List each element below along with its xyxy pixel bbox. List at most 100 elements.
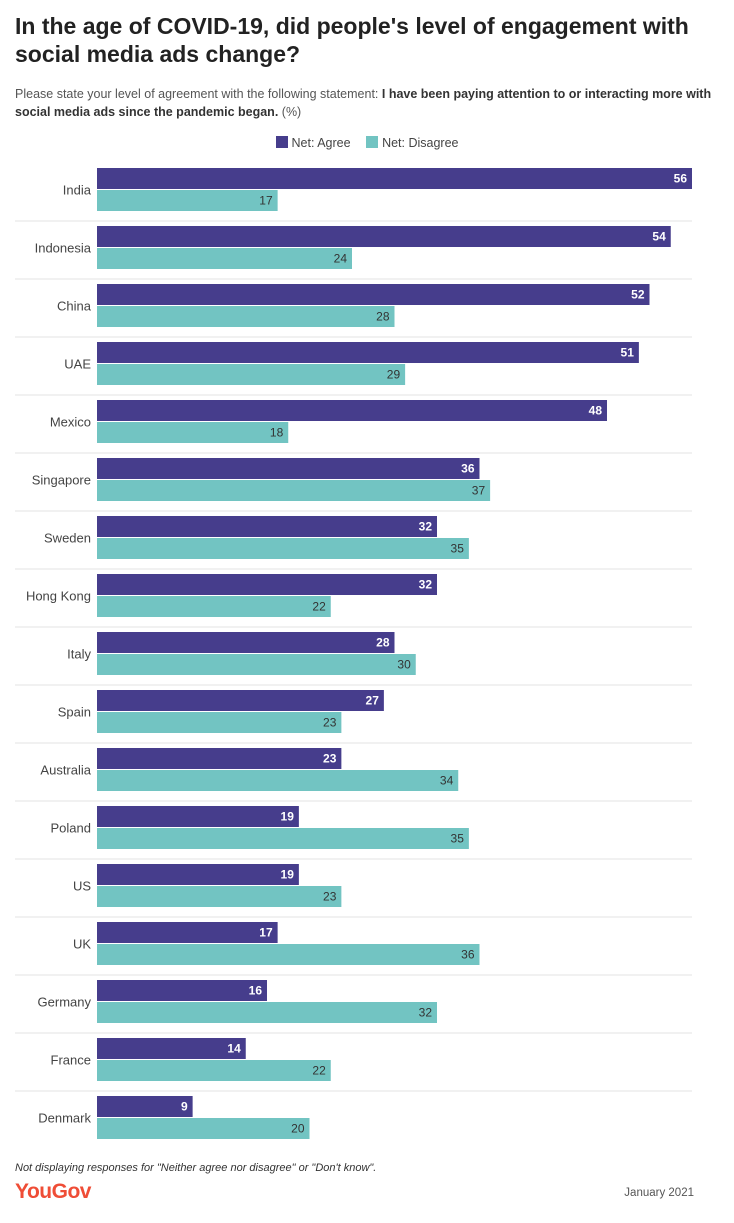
legend-swatch-agree	[275, 136, 288, 148]
subtitle-unit: (%)	[281, 105, 302, 119]
category-label-france: France	[51, 1052, 91, 1067]
bar-agree-hong-kong	[97, 574, 437, 595]
bar-disagree-australia	[97, 770, 459, 791]
value-label-disagree-hong-kong: 22	[312, 600, 326, 614]
bar-agree-spain	[97, 690, 384, 711]
value-label-disagree-indonesia: 24	[334, 252, 348, 266]
footnote: Not displaying responses for "Neither ag…	[15, 1162, 377, 1174]
value-label-agree-australia: 23	[323, 752, 337, 766]
value-label-agree-spain: 27	[366, 694, 380, 708]
bar-disagree-france	[97, 1060, 331, 1081]
bar-disagree-uk	[97, 944, 480, 965]
value-label-disagree-poland: 35	[451, 832, 465, 846]
value-label-agree-uk: 17	[259, 926, 273, 940]
category-label-uae: UAE	[64, 356, 91, 371]
category-label-germany: Germany	[38, 994, 92, 1009]
subtitle-prefix: Please state your level of agreement wit…	[15, 87, 379, 101]
bar-agree-poland	[97, 806, 299, 827]
value-label-disagree-china: 28	[376, 310, 390, 324]
bar-agree-mexico	[97, 400, 607, 421]
bar-agree-us	[97, 864, 299, 885]
publish-date: January 2021	[624, 1187, 694, 1199]
bar-agree-sweden	[97, 516, 437, 537]
bar-disagree-indonesia	[97, 248, 352, 269]
bar-agree-australia	[97, 748, 342, 769]
value-label-disagree-india: 17	[259, 194, 273, 208]
category-label-indonesia: Indonesia	[35, 240, 92, 255]
legend-item-disagree: Net: Disagree	[366, 136, 459, 150]
value-label-disagree-denmark: 20	[291, 1122, 305, 1136]
value-label-agree-indonesia: 54	[652, 230, 666, 244]
legend-item-agree: Net: Agree	[275, 136, 351, 150]
value-label-disagree-spain: 23	[323, 716, 337, 730]
legend-label-agree: Net: Agree	[291, 136, 351, 150]
bar-disagree-singapore	[97, 480, 491, 501]
category-label-poland: Poland	[51, 820, 91, 835]
value-label-disagree-sweden: 35	[451, 542, 465, 556]
bar-agree-uk	[97, 922, 278, 943]
value-label-agree-mexico: 48	[589, 404, 603, 418]
value-label-disagree-france: 22	[312, 1064, 326, 1078]
bar-disagree-china	[97, 306, 395, 327]
category-label-australia: Australia	[40, 762, 91, 777]
value-label-agree-germany: 16	[249, 984, 263, 998]
value-label-disagree-us: 23	[323, 890, 337, 904]
bar-agree-china	[97, 284, 650, 305]
bar-disagree-uae	[97, 364, 406, 385]
bar-disagree-spain	[97, 712, 342, 733]
category-label-italy: Italy	[67, 646, 91, 661]
bar-agree-denmark	[97, 1096, 193, 1117]
bar-disagree-denmark	[97, 1118, 310, 1139]
legend-label-disagree: Net: Disagree	[382, 136, 459, 150]
bar-disagree-italy	[97, 654, 416, 675]
bar-agree-india	[97, 168, 692, 189]
value-label-disagree-uae: 29	[387, 368, 401, 382]
bar-agree-singapore	[97, 458, 480, 479]
bar-agree-uae	[97, 342, 639, 363]
value-label-agree-india: 56	[674, 172, 688, 186]
bar-disagree-mexico	[97, 422, 289, 443]
value-label-disagree-singapore: 37	[472, 484, 486, 498]
category-label-us: US	[73, 878, 91, 893]
value-label-disagree-germany: 32	[419, 1006, 433, 1020]
category-label-hong-kong: Hong Kong	[26, 588, 91, 603]
bar-disagree-india	[97, 190, 278, 211]
subtitle-statement: I have been paying attention to or inter…	[15, 87, 712, 119]
bar-disagree-hong-kong	[97, 596, 331, 617]
category-label-denmark: Denmark	[38, 1110, 91, 1125]
category-label-mexico: Mexico	[50, 414, 91, 429]
category-label-uk: UK	[73, 936, 91, 951]
category-label-sweden: Sweden	[44, 530, 91, 545]
value-label-agree-hong-kong: 32	[419, 578, 433, 592]
value-label-agree-poland: 19	[281, 810, 295, 824]
value-label-agree-sweden: 32	[419, 520, 433, 534]
bar-disagree-germany	[97, 1002, 437, 1023]
bar-agree-germany	[97, 980, 267, 1001]
bar-disagree-sweden	[97, 538, 469, 559]
value-label-disagree-mexico: 18	[270, 426, 284, 440]
bar-chart: India 56 17 Indonesia 54 24 China 52 28 UAE 51 29 Me…	[15, 168, 692, 1139]
value-label-agree-singapore: 36	[461, 462, 475, 476]
value-label-agree-denmark: 9	[181, 1100, 188, 1114]
category-label-china: China	[57, 298, 92, 313]
value-label-agree-italy: 28	[376, 636, 390, 650]
bar-agree-italy	[97, 632, 395, 653]
chart-title: In the age of COVID-19, did people's lev…	[15, 13, 689, 67]
value-label-disagree-italy: 30	[397, 658, 411, 672]
bar-disagree-poland	[97, 828, 469, 849]
value-label-disagree-uk: 36	[461, 948, 475, 962]
legend: Net: Agree Net: Disagree	[0, 136, 734, 150]
value-label-agree-uae: 51	[621, 346, 635, 360]
bar-agree-indonesia	[97, 226, 671, 247]
value-label-agree-us: 19	[281, 868, 295, 882]
chart-subtitle: Please state your level of agreement wit…	[15, 85, 715, 121]
value-label-agree-china: 52	[631, 288, 645, 302]
category-label-india: India	[63, 182, 92, 197]
yougov-logo: YouGov	[15, 1180, 91, 1203]
value-label-disagree-australia: 34	[440, 774, 454, 788]
category-label-spain: Spain	[58, 704, 91, 719]
category-label-singapore: Singapore	[32, 472, 91, 487]
bar-agree-france	[97, 1038, 246, 1059]
value-label-agree-france: 14	[227, 1042, 241, 1056]
bar-disagree-us	[97, 886, 342, 907]
